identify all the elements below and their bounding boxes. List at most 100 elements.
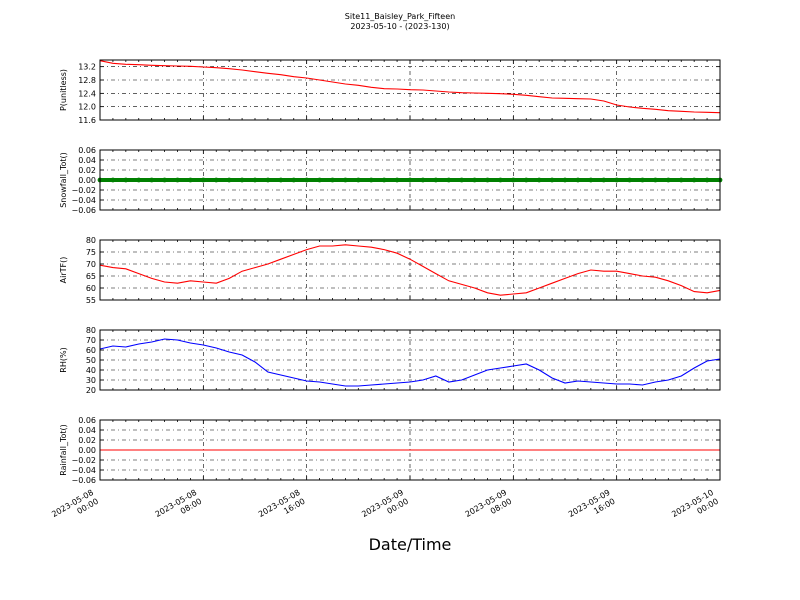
y-tick-label: 0.02: [78, 436, 96, 445]
x-tick-label: 2023-05-0808:00: [154, 488, 204, 528]
data-point: [665, 177, 671, 183]
y-tick-label: 13.2: [78, 63, 96, 72]
data-point: [136, 177, 142, 183]
data-point: [678, 177, 684, 183]
y-tick-label: 30: [86, 376, 96, 385]
data-point: [175, 177, 180, 183]
y-axis-label: Snowfall_Tot(): [59, 152, 68, 208]
data-point: [549, 177, 555, 183]
data-point: [252, 177, 258, 183]
data-point: [110, 177, 116, 183]
y-tick-label: 0.04: [78, 156, 96, 165]
plot-frame: [99, 329, 721, 391]
data-point: [123, 177, 129, 183]
y-tick-label: 0.06: [78, 416, 96, 425]
data-point: [601, 177, 607, 183]
data-point: [691, 177, 697, 183]
plot-frame: [99, 59, 721, 121]
y-tick-label: −0.04: [71, 466, 96, 475]
data-point: [485, 177, 490, 183]
data-point: [407, 177, 413, 183]
data-point: [291, 177, 297, 183]
data-point: [562, 177, 568, 183]
x-tick-label: 2023-05-0900:00: [360, 488, 410, 528]
y-axis-label: P(unitless): [59, 69, 68, 111]
data-point: [433, 177, 439, 183]
y-tick-label: 70: [86, 260, 96, 269]
y-tick-label: 0.02: [78, 166, 96, 175]
data-point: [239, 177, 245, 183]
data-point: [704, 177, 710, 183]
data-point: [149, 177, 155, 183]
y-tick-label: 20: [86, 386, 96, 395]
y-tick-label: −0.02: [71, 456, 96, 465]
panel-2: 55 60 65 70 75 80 AirTF(): [59, 236, 721, 305]
data-point: [472, 177, 477, 183]
data-point: [420, 177, 426, 183]
data-point: [510, 177, 516, 183]
data-point: [394, 177, 400, 183]
data-point: [588, 177, 594, 183]
series-line: [99, 60, 721, 114]
data-point: [614, 177, 620, 183]
y-axis-label: RH(%): [59, 347, 68, 372]
x-axis-label: Date/Time: [369, 535, 452, 554]
y-tick-label: 75: [86, 248, 96, 257]
panel-0: 11.6 12.0 12.4 12.8 13.2 P(unitless): [59, 59, 721, 125]
y-tick-label: 12.8: [78, 76, 96, 85]
y-tick-label: 11.6: [78, 116, 96, 125]
panel-1: −0.06−0.04−0.020.000.020.040.06 Snowfall_…: [59, 146, 723, 215]
y-tick-label: 12.4: [78, 89, 96, 98]
plot-frame: [99, 149, 721, 211]
data-point: [304, 177, 310, 183]
y-tick-label: −0.02: [71, 186, 96, 195]
y-tick-label: 0.04: [78, 426, 96, 435]
data-point: [278, 177, 284, 183]
y-tick-label: −0.06: [71, 206, 96, 215]
chart-title: Site11_Baisley_Park_Fifteen: [345, 12, 455, 21]
data-point: [459, 177, 465, 183]
y-tick-label: 55: [86, 296, 96, 305]
data-point: [575, 177, 581, 183]
data-point: [368, 177, 374, 183]
data-point: [317, 177, 322, 183]
data-point: [627, 177, 632, 183]
y-tick-label: 12.0: [78, 103, 96, 112]
x-tick-label: 2023-05-0816:00: [257, 488, 307, 528]
y-tick-label: −0.04: [71, 196, 96, 205]
y-tick-label: 60: [86, 284, 96, 293]
data-point: [355, 177, 361, 183]
x-tick-labels: 2023-05-0800:00 2023-05-0808:00 2023-05-08…: [50, 488, 720, 528]
series-line: [99, 244, 721, 296]
y-tick-label: 65: [86, 272, 96, 281]
data-point: [640, 177, 645, 183]
data-point: [162, 177, 167, 183]
subplots: 11.612.012.412.813.2P(unitless)−0.06−0.0…: [59, 59, 723, 485]
data-point: [446, 177, 452, 183]
y-tick-label: 0.00: [78, 176, 96, 185]
data-point: [381, 177, 387, 183]
y-tick-label: 40: [86, 366, 96, 375]
data-point: [200, 177, 206, 183]
x-tick-label: 2023-05-0908:00: [464, 488, 514, 528]
x-tick-label: 2023-05-1000:00: [670, 488, 720, 528]
series-line: [99, 338, 721, 387]
data-point: [226, 177, 232, 183]
y-tick-label: 50: [86, 356, 96, 365]
y-axis-label: AirTF(): [59, 257, 68, 284]
x-tick-label: 2023-05-0916:00: [567, 488, 617, 528]
data-point: [265, 177, 271, 183]
y-tick-label: 80: [86, 236, 96, 245]
y-tick-label: −0.06: [71, 476, 96, 485]
data-point: [498, 177, 503, 183]
y-tick-label: 0.00: [78, 446, 96, 455]
x-tick-label: 2023-05-0800:00: [50, 488, 100, 528]
data-point: [653, 177, 658, 183]
y-tick-label: 0.06: [78, 146, 96, 155]
panel-4: −0.06−0.04−0.020.000.020.040.06 Rainfall_…: [59, 416, 721, 485]
y-tick-label: 70: [86, 336, 96, 345]
y-tick-label: 80: [86, 326, 96, 335]
data-point: [536, 177, 542, 183]
y-axis-label: Rainfall_Tot(): [59, 424, 68, 476]
